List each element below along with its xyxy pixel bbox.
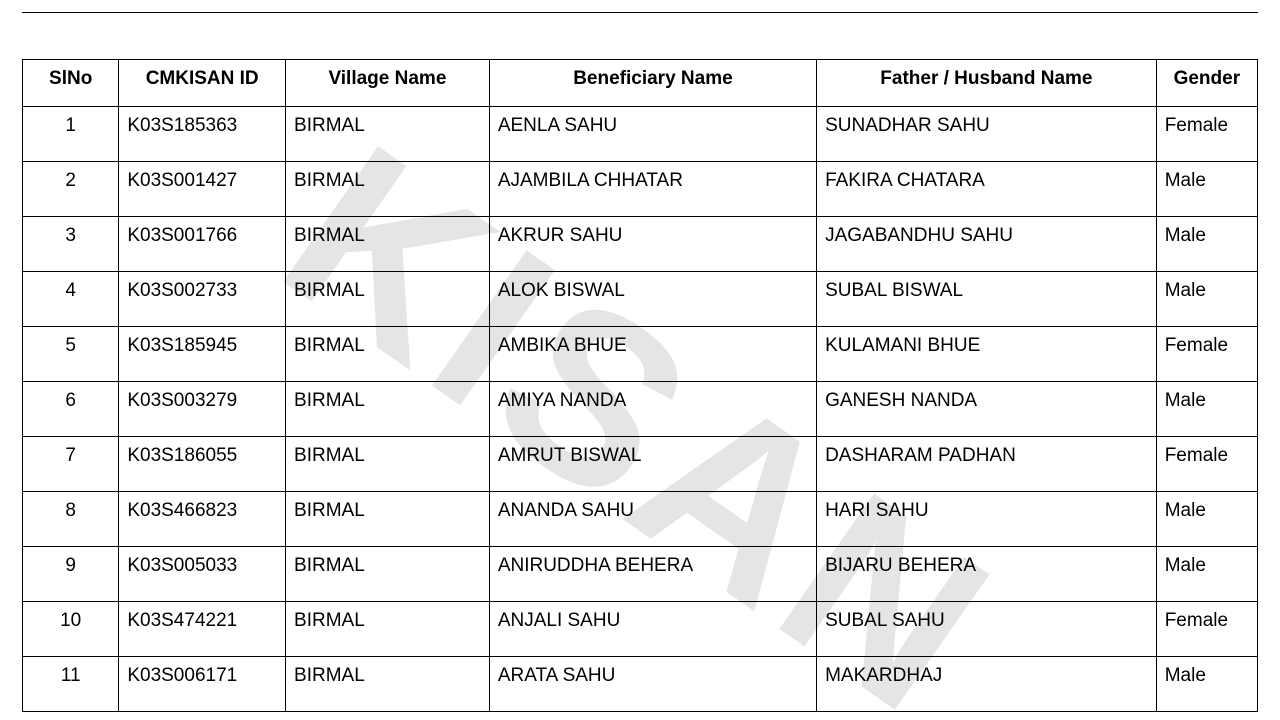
cell-gender: Male	[1156, 272, 1257, 327]
cell-ben: ANANDA SAHU	[489, 492, 816, 547]
cell-slno: 3	[23, 217, 119, 272]
cell-village: BIRMAL	[286, 547, 490, 602]
cell-gender: Male	[1156, 492, 1257, 547]
cell-fh: SUBAL BISWAL	[817, 272, 1157, 327]
cell-gender: Male	[1156, 382, 1257, 437]
col-id: CMKISAN ID	[119, 60, 286, 107]
cell-village: BIRMAL	[286, 382, 490, 437]
cell-fh: FAKIRA CHATARA	[817, 162, 1157, 217]
table-row: 3 K03S001766 BIRMAL AKRUR SAHU JAGABANDH…	[23, 217, 1258, 272]
cell-id: K03S185945	[119, 327, 286, 382]
table-row: 6 K03S003279 BIRMAL AMIYA NANDA GANESH N…	[23, 382, 1258, 437]
table-row: 8 K03S466823 BIRMAL ANANDA SAHU HARI SAH…	[23, 492, 1258, 547]
horizontal-rule	[22, 12, 1258, 13]
cell-village: BIRMAL	[286, 107, 490, 162]
cell-ben: AKRUR SAHU	[489, 217, 816, 272]
cell-gender: Male	[1156, 217, 1257, 272]
cell-slno: 6	[23, 382, 119, 437]
cell-gender: Male	[1156, 657, 1257, 712]
cell-id: K03S003279	[119, 382, 286, 437]
cell-id: K03S186055	[119, 437, 286, 492]
cell-ben: ALOK BISWAL	[489, 272, 816, 327]
cell-village: BIRMAL	[286, 492, 490, 547]
cell-id: K03S006171	[119, 657, 286, 712]
cell-gender: Female	[1156, 327, 1257, 382]
col-ben: Beneficiary Name	[489, 60, 816, 107]
beneficiary-table: SlNo CMKISAN ID Village Name Beneficiary…	[22, 59, 1258, 712]
cell-slno: 1	[23, 107, 119, 162]
cell-village: BIRMAL	[286, 327, 490, 382]
table-row: 7 K03S186055 BIRMAL AMRUT BISWAL DASHARA…	[23, 437, 1258, 492]
cell-gender: Male	[1156, 162, 1257, 217]
col-slno: SlNo	[23, 60, 119, 107]
cell-gender: Female	[1156, 602, 1257, 657]
cell-fh: GANESH NANDA	[817, 382, 1157, 437]
cell-slno: 10	[23, 602, 119, 657]
table-row: 2 K03S001427 BIRMAL AJAMBILA CHHATAR FAK…	[23, 162, 1258, 217]
cell-id: K03S185363	[119, 107, 286, 162]
page: KISAN SlNo CMKISAN ID Village Name Benef…	[0, 12, 1280, 720]
cell-fh: MAKARDHAJ	[817, 657, 1157, 712]
cell-fh: HARI SAHU	[817, 492, 1157, 547]
cell-slno: 2	[23, 162, 119, 217]
table-row: 9 K03S005033 BIRMAL ANIRUDDHA BEHERA BIJ…	[23, 547, 1258, 602]
cell-id: K03S466823	[119, 492, 286, 547]
cell-gender: Female	[1156, 107, 1257, 162]
table-header-row: SlNo CMKISAN ID Village Name Beneficiary…	[23, 60, 1258, 107]
cell-fh: SUNADHAR SAHU	[817, 107, 1157, 162]
cell-gender: Female	[1156, 437, 1257, 492]
cell-ben: AMIYA NANDA	[489, 382, 816, 437]
cell-ben: AENLA SAHU	[489, 107, 816, 162]
cell-id: K03S005033	[119, 547, 286, 602]
col-village: Village Name	[286, 60, 490, 107]
cell-slno: 9	[23, 547, 119, 602]
cell-village: BIRMAL	[286, 657, 490, 712]
table-row: 10 K03S474221 BIRMAL ANJALI SAHU SUBAL S…	[23, 602, 1258, 657]
cell-slno: 11	[23, 657, 119, 712]
cell-fh: BIJARU BEHERA	[817, 547, 1157, 602]
col-fh: Father / Husband Name	[817, 60, 1157, 107]
cell-fh: KULAMANI BHUE	[817, 327, 1157, 382]
cell-village: BIRMAL	[286, 162, 490, 217]
cell-ben: ARATA SAHU	[489, 657, 816, 712]
cell-village: BIRMAL	[286, 602, 490, 657]
cell-fh: SUBAL SAHU	[817, 602, 1157, 657]
cell-fh: JAGABANDHU SAHU	[817, 217, 1157, 272]
cell-id: K03S474221	[119, 602, 286, 657]
table-row: 4 K03S002733 BIRMAL ALOK BISWAL SUBAL BI…	[23, 272, 1258, 327]
cell-ben: ANIRUDDHA BEHERA	[489, 547, 816, 602]
cell-slno: 7	[23, 437, 119, 492]
table-row: 1 K03S185363 BIRMAL AENLA SAHU SUNADHAR …	[23, 107, 1258, 162]
cell-village: BIRMAL	[286, 272, 490, 327]
cell-slno: 5	[23, 327, 119, 382]
cell-ben: AJAMBILA CHHATAR	[489, 162, 816, 217]
table-body: 1 K03S185363 BIRMAL AENLA SAHU SUNADHAR …	[23, 107, 1258, 712]
col-gender: Gender	[1156, 60, 1257, 107]
cell-ben: AMRUT BISWAL	[489, 437, 816, 492]
cell-ben: ANJALI SAHU	[489, 602, 816, 657]
table-row: 5 K03S185945 BIRMAL AMBIKA BHUE KULAMANI…	[23, 327, 1258, 382]
cell-gender: Male	[1156, 547, 1257, 602]
cell-village: BIRMAL	[286, 217, 490, 272]
cell-village: BIRMAL	[286, 437, 490, 492]
table-row: 11 K03S006171 BIRMAL ARATA SAHU MAKARDHA…	[23, 657, 1258, 712]
cell-ben: AMBIKA BHUE	[489, 327, 816, 382]
cell-id: K03S001766	[119, 217, 286, 272]
cell-id: K03S001427	[119, 162, 286, 217]
cell-id: K03S002733	[119, 272, 286, 327]
cell-slno: 4	[23, 272, 119, 327]
cell-fh: DASHARAM PADHAN	[817, 437, 1157, 492]
cell-slno: 8	[23, 492, 119, 547]
